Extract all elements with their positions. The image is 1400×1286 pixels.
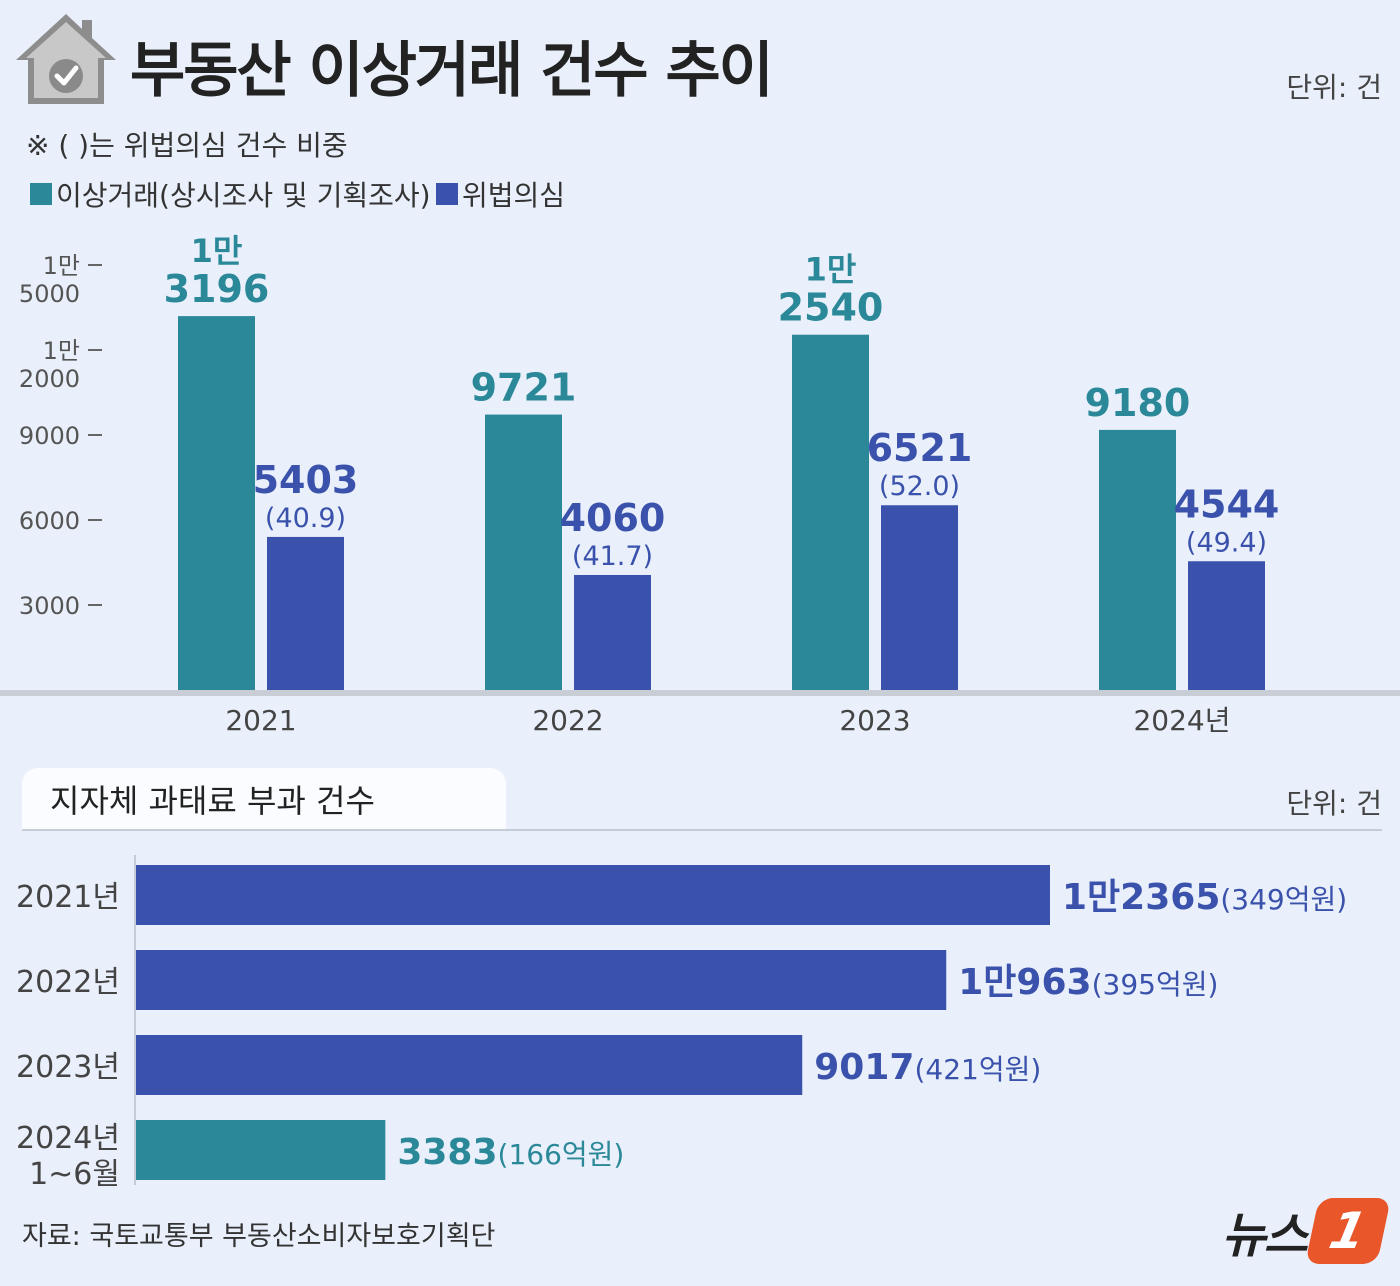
source-note: 자료: 국토교통부 부동산소비자보호기획단 [22,1221,496,1252]
value-label: 1만963 [958,962,1091,1003]
value-label: 9017 [814,1047,914,1088]
x-tick-label: 2023 [839,704,910,737]
amount-label: (349억원) [1220,883,1347,916]
unit-label: 단위: 건 [1286,71,1382,104]
x-tick-label: 2022 [532,704,603,737]
house-check-icon [16,14,116,104]
bar [267,536,344,690]
panel-title-box [22,768,506,830]
bar [485,414,562,690]
share-label: (41.7) [572,541,653,572]
x-tick-label: 2021 [225,704,296,737]
legend-item-abnormal: 이상거래(상시조사 및 기획조사) [30,174,431,214]
data-label: 1만 [805,251,857,289]
y-tick-label: 5000 [19,280,80,308]
amount-label: (395억원) [1092,968,1219,1001]
legend-item-illegal: 위법의심 [436,174,565,214]
note: ※ ( )는 위법의심 건수 비중 [26,129,348,162]
amount-label: (166억원) [498,1138,625,1171]
news1-logo: 뉴스 1 [1221,1196,1392,1266]
bar [881,505,958,690]
y-category-label: 2023년 [16,1050,120,1085]
y-category-label: 2024년 [16,1121,120,1156]
data-label: 4060 [560,496,666,540]
logo-text: 뉴스 [1221,1208,1308,1264]
bar [574,574,651,690]
share-label: (40.9) [265,503,346,534]
value-label: 3383 [397,1132,497,1173]
data-label: 5403 [253,458,359,502]
data-label: 9180 [1085,381,1191,425]
data-label: 4544 [1174,482,1280,526]
y-tick-label: 3000 [19,592,80,620]
data-label: 3383(166억원) [397,1132,624,1173]
logo-mark: 1 [1304,1198,1392,1264]
panel-title: 지자체 과태료 부과 건수 [50,782,375,820]
y-tick-label: 9000 [19,422,80,450]
bar [1099,429,1176,690]
data-label: 1만 [191,232,243,270]
y-tick-label: 1만 [43,337,80,365]
bar [135,1035,803,1095]
y-category-label: 1~6월 [29,1157,120,1192]
legend-label-abnormal: 이상거래(상시조사 및 기획조사) [56,179,431,212]
bar [1188,561,1265,690]
x-tick-label: 2024년 [1133,704,1230,737]
bar [135,1120,386,1180]
data-label: 1만963(395억원) [958,962,1218,1003]
y-category-label: 2021년 [16,880,120,915]
share-label: (49.4) [1186,527,1267,558]
bar [792,334,869,690]
amount-label: (421억원) [914,1053,1041,1086]
share-label: (52.0) [879,471,960,502]
y-tick-label: 6000 [19,507,80,535]
data-label: 2540 [778,286,884,330]
value-label: 1만2365 [1062,877,1220,918]
bar [135,950,947,1010]
horizontal-bar-chart: 2021년 1만2365(349억원) 2022년 1만963(395억원) 2023년… [16,855,1347,1192]
legend-label-illegal: 위법의심 [462,179,566,212]
data-label: 9017(421억원) [814,1047,1041,1088]
data-label: 3196 [164,267,270,311]
data-label: 9721 [471,366,577,410]
panel-divider [22,829,1382,831]
y-category-label: 2022년 [16,965,120,1000]
y-tick-label: 1만 [43,252,80,280]
data-label: 6521 [867,426,973,470]
unit-label-bottom: 단위: 건 [1286,787,1382,820]
bar [135,865,1050,925]
chart-title: 부동산 이상거래 건수 추이 [130,36,774,106]
y-tick-label: 2000 [19,365,80,393]
bar [178,316,255,690]
legend-swatch-abnormal [30,183,52,205]
baseline [0,690,1400,696]
data-label: 1만2365(349억원) [1062,877,1347,918]
legend-swatch-illegal [436,183,458,205]
